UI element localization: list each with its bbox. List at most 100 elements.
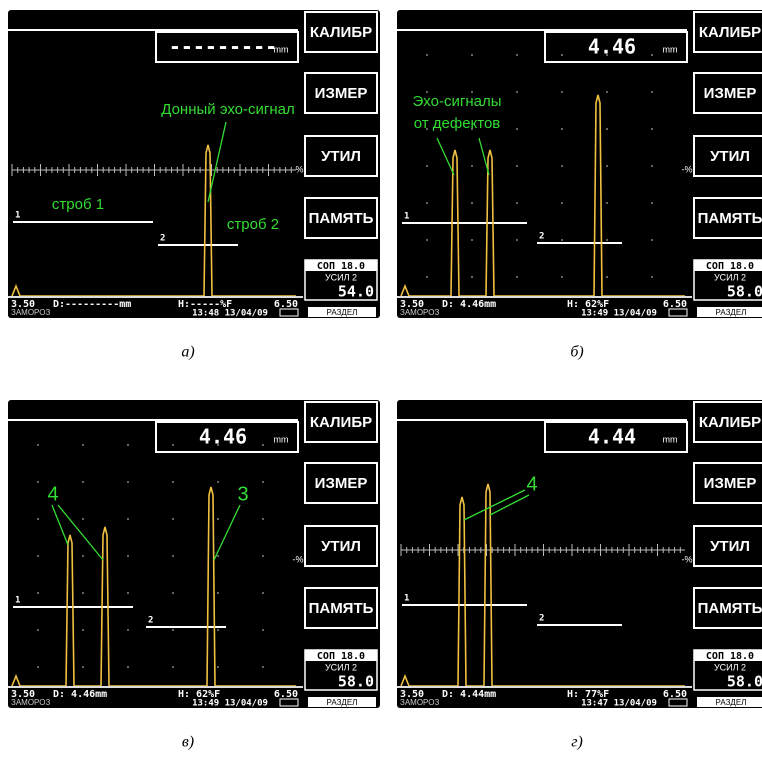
grid-dot: [471, 202, 473, 204]
grid-dot: [606, 276, 608, 278]
sop-label: СОП 18.0: [706, 651, 754, 662]
marker: -%: [293, 164, 304, 174]
range-end: 6.50: [274, 299, 298, 310]
status-left: ЗАМОРОЗ: [400, 698, 439, 707]
grid-dot: [262, 444, 264, 446]
menu-label: УТИЛ: [321, 148, 361, 165]
grid-dot: [82, 555, 84, 557]
status-left: ЗАМОРОЗ: [11, 698, 50, 707]
sop-label: СОП 18.0: [317, 261, 365, 272]
menu-label: КАЛИБР: [699, 24, 761, 41]
annotation: строб 2: [227, 216, 279, 233]
usil-label: УСИЛ 2: [714, 662, 746, 672]
gate-label: 2: [160, 234, 165, 244]
grid-dot: [516, 165, 518, 167]
menu-label: ПАМЯТЬ: [698, 210, 762, 227]
status-left: ЗАМОРОЗ: [11, 308, 50, 317]
readout: 4.46: [588, 35, 636, 59]
gate-label: 1: [404, 212, 409, 222]
grid-dot: [127, 555, 129, 557]
grid-dot: [37, 555, 39, 557]
grid-dot: [217, 518, 219, 520]
gate-label: 2: [148, 616, 153, 626]
grid-dot: [172, 444, 174, 446]
grid-dot: [262, 629, 264, 631]
clock: 13:49 13/04/09: [581, 309, 657, 319]
gain-value: 58.0: [338, 673, 374, 691]
grid-dot: [217, 592, 219, 594]
grid-dot: [217, 629, 219, 631]
grid-dot: [516, 276, 518, 278]
grid-dot: [561, 165, 563, 167]
range-end: 6.50: [663, 299, 687, 310]
grid-dot: [127, 444, 129, 446]
readout: ---------: [169, 35, 277, 59]
sop-label: СОП 18.0: [317, 651, 365, 662]
grid-dot: [127, 481, 129, 483]
grid-dot: [561, 239, 563, 241]
grid-dot: [172, 666, 174, 668]
grid-dot: [426, 202, 428, 204]
grid-dot: [172, 555, 174, 557]
grid-dot: [262, 481, 264, 483]
status-right: РАЗДЕЛ: [327, 698, 358, 707]
grid-dot: [651, 128, 653, 130]
grid-dot: [516, 202, 518, 204]
depth-readout: D: 4.44mm: [442, 689, 496, 700]
menu-label: УТИЛ: [710, 148, 750, 165]
readout-unit: mm: [663, 434, 678, 444]
gate-label: 1: [15, 596, 20, 606]
caption: а): [181, 344, 194, 361]
grid-dot: [37, 629, 39, 631]
grid-dot: [262, 666, 264, 668]
grid-dot: [606, 91, 608, 93]
gate-label: 2: [539, 232, 544, 242]
grid-dot: [606, 165, 608, 167]
grid-dot: [651, 239, 653, 241]
grid-dot: [471, 54, 473, 56]
grid-dot: [516, 54, 518, 56]
grid-dot: [37, 592, 39, 594]
usil-label: УСИЛ 2: [325, 662, 357, 672]
status-right: РАЗДЕЛ: [716, 308, 747, 317]
readout-unit: mm: [663, 44, 678, 54]
grid-dot: [127, 518, 129, 520]
grid-dot: [37, 518, 39, 520]
grid-dot: [651, 54, 653, 56]
grid-dot: [82, 592, 84, 594]
usil-label: УСИЛ 2: [325, 272, 357, 282]
status-left: ЗАМОРОЗ: [400, 308, 439, 317]
grid-dot: [561, 91, 563, 93]
grid-dot: [217, 444, 219, 446]
grid-dot: [561, 54, 563, 56]
grid-dot: [426, 239, 428, 241]
grid-dot: [516, 239, 518, 241]
status-right: РАЗДЕЛ: [716, 698, 747, 707]
menu-label: ПАМЯТЬ: [309, 600, 374, 617]
depth-readout: D: 4.46mm: [442, 299, 496, 310]
grid-dot: [606, 239, 608, 241]
grid-dot: [262, 518, 264, 520]
usil-label: УСИЛ 2: [714, 272, 746, 282]
menu-label: ПАМЯТЬ: [309, 210, 374, 227]
grid-dot: [172, 629, 174, 631]
sop-label: СОП 18.0: [706, 261, 754, 272]
annotation: 3: [237, 483, 248, 505]
grid-dot: [217, 481, 219, 483]
marker: -%: [682, 164, 693, 174]
grid-dot: [651, 276, 653, 278]
device-screen: 4.46mmКАЛИБРИЗМЕРУТИЛПАМЯТЬ-%СОП 18.0УСИ…: [397, 10, 762, 319]
grid-dot: [471, 165, 473, 167]
gate-label: 1: [15, 211, 20, 221]
menu-label: УТИЛ: [321, 538, 361, 555]
menu-label: ПАМЯТЬ: [698, 600, 762, 617]
gain-value: 58.0: [727, 283, 762, 301]
grid-dot: [127, 629, 129, 631]
grid-dot: [561, 128, 563, 130]
grid-dot: [561, 202, 563, 204]
grid-dot: [606, 128, 608, 130]
annotation: 4: [526, 473, 537, 495]
